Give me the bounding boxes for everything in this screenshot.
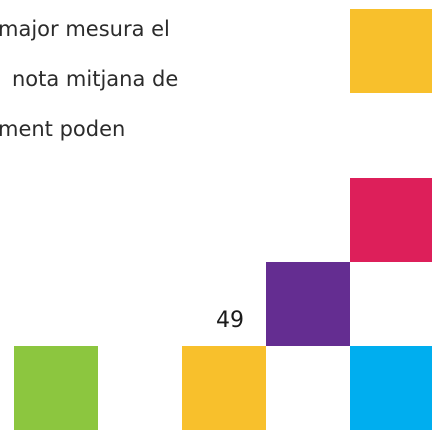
decor-square <box>350 346 432 430</box>
decor-square <box>266 262 350 346</box>
body-text-line: major mesura el <box>0 17 170 41</box>
decor-square <box>14 346 98 430</box>
page-number: 49 <box>216 308 244 333</box>
decor-square <box>350 178 432 262</box>
decor-square <box>182 346 266 430</box>
body-text-line: ment poden <box>0 117 126 141</box>
decor-square <box>350 9 432 93</box>
body-text-line: nota mitjana de <box>12 67 179 91</box>
